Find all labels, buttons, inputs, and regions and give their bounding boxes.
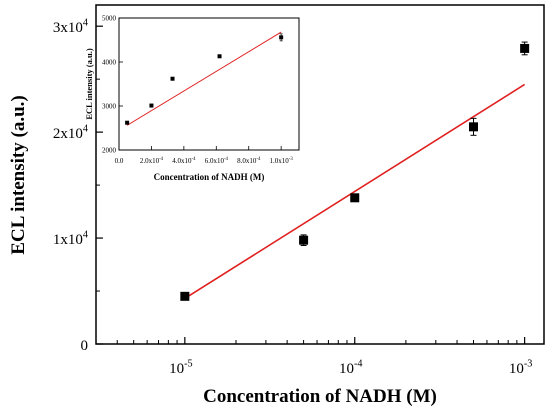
inset-x-tick-label: 4.0x10-4	[172, 157, 196, 165]
main-data-point	[350, 193, 360, 203]
inset-fit-line-group	[126, 31, 282, 126]
main-y-tick-label: 0	[81, 338, 89, 354]
inset-data-point	[170, 76, 175, 81]
inset-y-tick-label: 2000	[102, 147, 117, 155]
inset-data-point	[279, 35, 284, 40]
inset-y-tick-label: 4000	[102, 59, 117, 67]
inset-x-tick-label: 6.0x10-4	[205, 157, 229, 165]
inset-x-axis-title: Concentration of NADH (M)	[154, 172, 265, 182]
inset-data-points	[125, 33, 284, 125]
inset-data-point	[149, 103, 154, 108]
inset-data-point	[217, 54, 222, 59]
inset-x-tick-label: 2.0x10-4	[140, 157, 164, 165]
main-data-point	[468, 122, 478, 132]
main-x-tick-label: 10-5	[169, 358, 193, 377]
main-y-axis-title: ECL intensity (a.u.)	[8, 95, 29, 254]
inset-axis-ticks: 0.0 2.0x10-4 4.0x10-4 6.0x10-4 8.0x10-4 1.0x1…	[102, 15, 293, 166]
main-data-point	[520, 43, 530, 53]
main-x-tick-label: 10-4	[339, 358, 363, 377]
inset-fit-line	[126, 31, 282, 126]
inset-x-tick-label: 8.0x10-4	[237, 157, 261, 165]
inset-y-tick-label: 3000	[102, 103, 117, 111]
main-x-tick-label: 10-3	[509, 358, 533, 377]
main-fit-line	[184, 83, 526, 300]
inset-x-tick-label: 1.0x10-3	[270, 157, 294, 165]
main-data-point	[299, 235, 309, 245]
main-y-tick-label: 2x104	[53, 123, 88, 142]
main-data-point	[180, 291, 190, 301]
main-y-tick-label: 1x104	[53, 229, 88, 248]
main-plot-frame	[95, 4, 545, 345]
main-x-axis-title: Concentration of NADH (M)	[203, 386, 437, 407]
inset-y-axis-title: ECL intensity (a.u.)	[84, 48, 94, 119]
main-y-tick-label: 3x104	[53, 17, 88, 36]
main-fit-line-group	[184, 83, 526, 300]
inset-y-tick-label: 5000	[102, 15, 117, 23]
main-axis-ticks: 10-5 10-4 10-3 0 1x104 2x104 3x104	[53, 17, 532, 377]
main-data-points	[180, 41, 530, 301]
inset-data-point	[125, 120, 130, 125]
inset-x-tick-label: 0.0	[115, 157, 124, 165]
